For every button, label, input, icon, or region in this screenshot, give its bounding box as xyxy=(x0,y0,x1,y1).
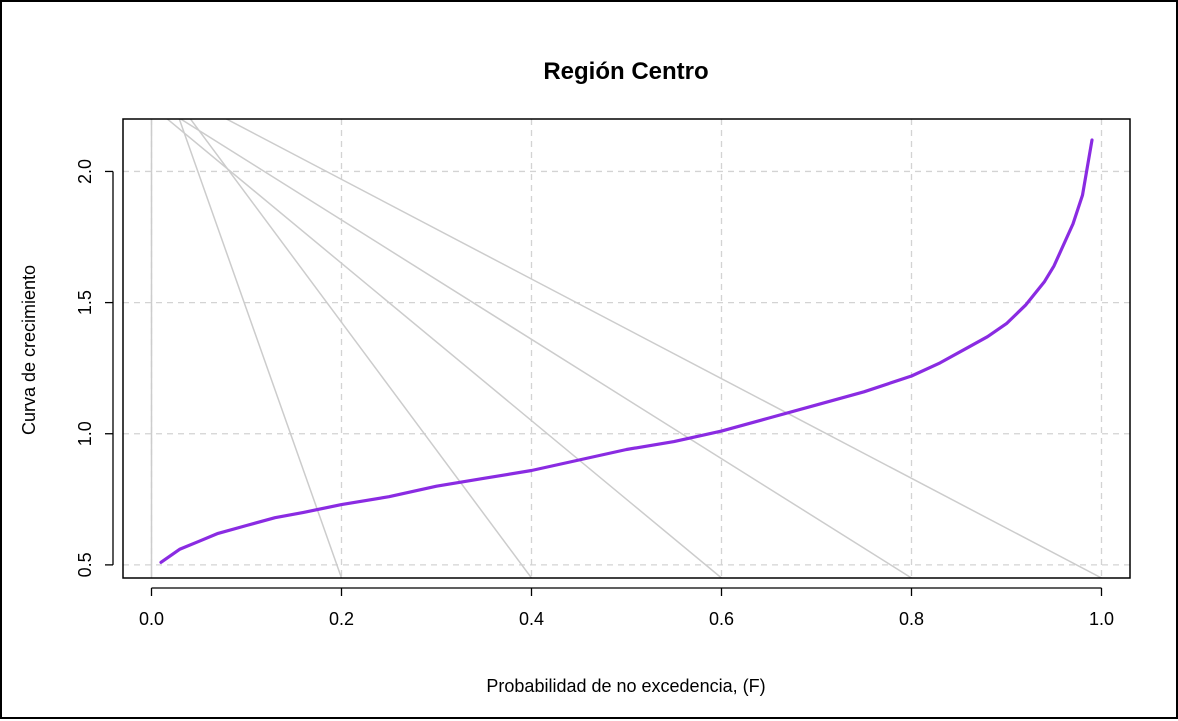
y-tick-label-2: 1.5 xyxy=(75,290,95,315)
plot-area-border xyxy=(122,118,1131,579)
series-group xyxy=(159,138,1094,564)
reference-line-1 xyxy=(178,119,343,578)
reference-line-3 xyxy=(166,119,722,578)
x-tick-label-0: 0.0 xyxy=(139,609,164,629)
reference-line-4 xyxy=(179,119,912,578)
chart-title: Región Centro xyxy=(543,58,708,85)
x-tick-label-3: 0.6 xyxy=(709,609,734,629)
y-axis-label: Curva de crecimiento xyxy=(19,265,39,435)
x-tick-label-5: 1.0 xyxy=(1089,609,1114,629)
y-tick-label-1: 1.0 xyxy=(75,421,95,446)
y-axis: 0.5 1.0 1.5 2.0 xyxy=(75,159,114,577)
x-axis: 0.0 0.2 0.4 0.6 0.8 1.0 xyxy=(139,587,1114,629)
x-tick-label-4: 0.8 xyxy=(899,609,924,629)
x-axis-label: Probabilidad de no excedencia, (F) xyxy=(486,676,765,696)
y-tick-label-0: 0.5 xyxy=(75,552,95,577)
y-tick-label-3: 2.0 xyxy=(75,159,95,184)
reference-line-5 xyxy=(224,119,1102,578)
grid-lines xyxy=(123,119,1130,578)
x-tick-label-2: 0.4 xyxy=(519,609,544,629)
x-tick-label-1: 0.2 xyxy=(329,609,354,629)
reference-line-2 xyxy=(189,119,533,578)
reference-lines xyxy=(150,119,1102,578)
series-line-0 xyxy=(159,138,1094,564)
